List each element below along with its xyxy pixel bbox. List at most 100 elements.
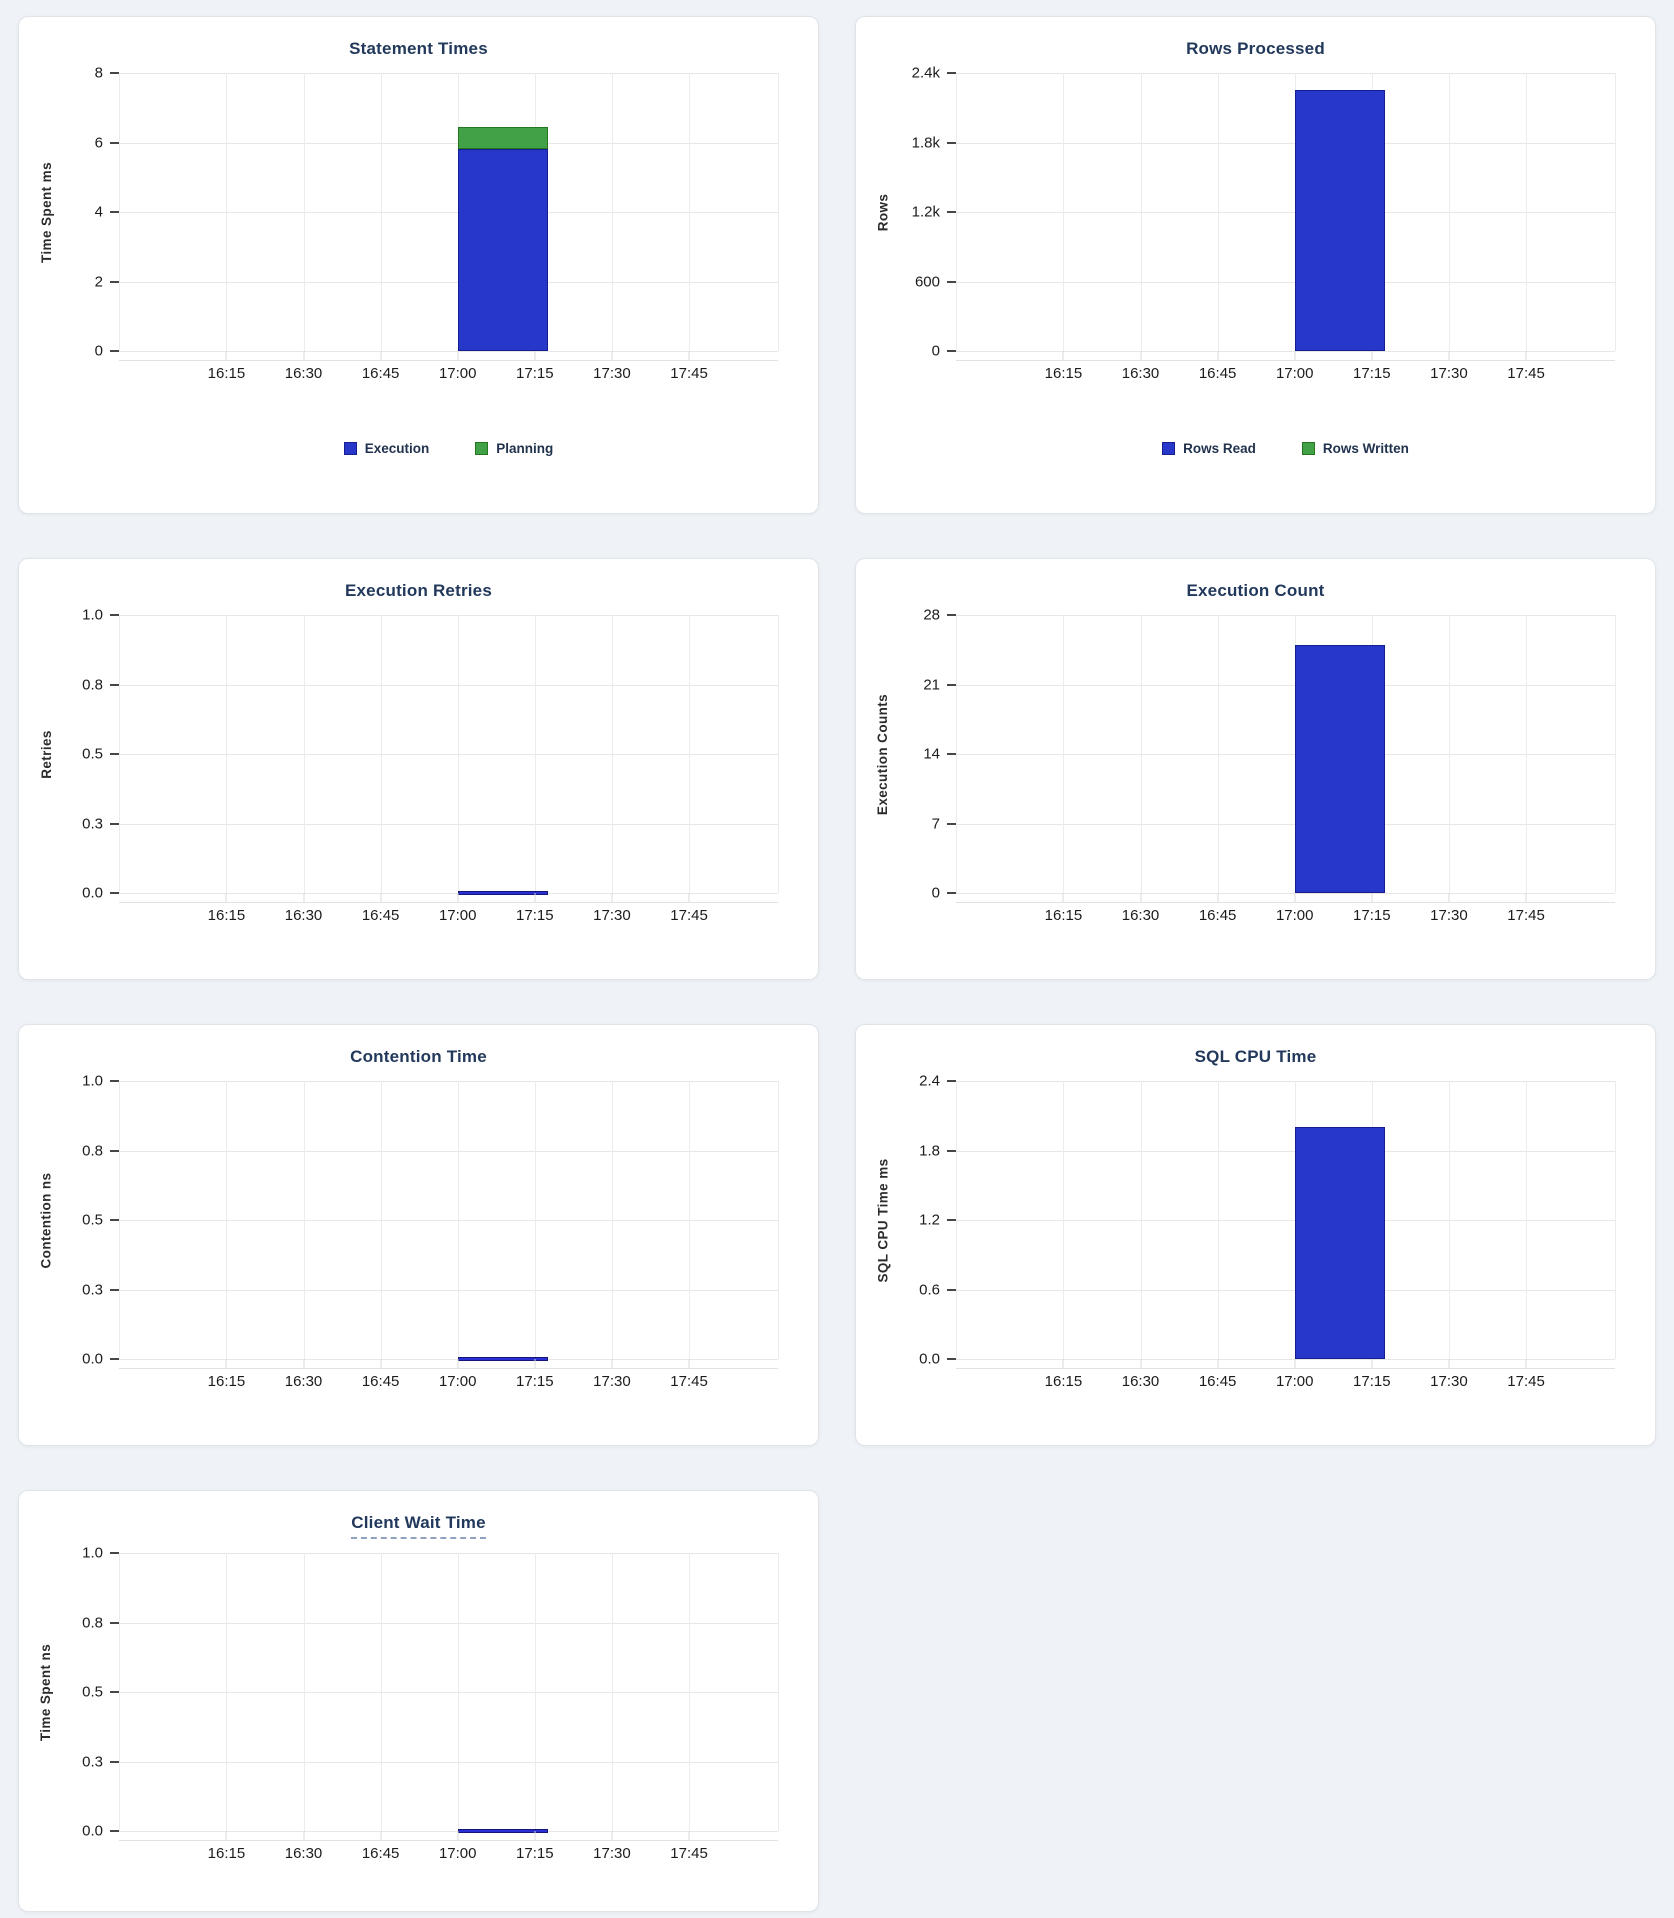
y-tick-mark [110,1552,119,1554]
x-tick-label: 16:30 [284,907,323,924]
x-tick-mark [457,1359,459,1368]
gridline-v [1526,73,1528,351]
plot-border-v [778,1081,779,1359]
plot-column: 16:15 16:30 16:45 17:00 17:15 17:30 17:45 [119,1553,779,1869]
gridline-h [956,1150,1615,1152]
bar-rows-read [1294,90,1385,351]
x-axis: 16:15 16:30 16:45 17:00 17:15 17:30 17:45 [956,893,1615,931]
x-tick-mark [1525,893,1527,902]
y-tick-label: 2.4 [919,1072,940,1090]
gridline-h [956,142,1615,144]
x-tick-label: 17:30 [593,1373,631,1390]
y-tick-label: 0 [94,342,103,360]
y-tick-label: 0.0 [82,1350,103,1368]
gridline-v [303,1553,305,1831]
x-tick-label: 16:45 [1198,365,1237,382]
legend-item-planning[interactable]: Planning [475,441,553,456]
legend-item-rows-written[interactable]: Rows Written [1301,441,1409,456]
gridline-h [956,1220,1615,1221]
x-tick-mark [1371,1359,1373,1368]
chart-title-wrap: Execution Retries [31,581,806,601]
plot-border-v [119,615,120,893]
chart-card-contention-time: Contention Time Contention ns 1.0 0.8 0.5 0.3… [18,1024,819,1446]
y-tick-label: 0.5 [82,1683,103,1701]
legend-label: Planning [496,441,554,456]
bar-planning [457,126,548,150]
y-tick-label: 0.0 [82,884,103,902]
y-tick-label: 21 [923,676,940,693]
x-tick-mark [688,1359,690,1368]
x-tick-mark [1294,351,1296,360]
x-tick-mark [1294,1359,1296,1368]
plot-border-v [119,1553,120,1831]
gridline-v [689,1081,691,1359]
gridline-v [226,73,228,351]
gridline-h [119,754,778,755]
gridline-v [1140,73,1142,351]
x-tick-mark [380,1831,382,1840]
y-axis-label: SQL CPU Time ms [868,1081,898,1359]
x-tick-label: 17:30 [593,1845,631,1862]
x-tick-mark [1062,351,1064,360]
gridline-h [956,281,1615,283]
gridline-h [119,1220,778,1221]
chart-body: SQL CPU Time ms 2.4 1.8 1.2 0.6 0.0 16:15 16:30… [868,1073,1643,1397]
legend-label: Rows Written [1322,441,1409,456]
plot-border-v [1615,615,1616,893]
y-tick-mark [947,892,956,894]
x-tick-label: 16:30 [1121,907,1160,924]
gridline-h [119,1359,778,1360]
x-tick-label: 16:45 [1198,907,1237,924]
chart-body: Time Spent ms 8 6 4 2 0 16:15 16:30 16:45 17:00 17… [31,65,806,456]
chart-card-sql-cpu-time: SQL CPU Time SQL CPU Time ms 2.4 1.8 1.2 0.6 0… [855,1024,1656,1446]
y-tick-mark [110,1621,119,1624]
plot-area [119,1081,779,1361]
x-axis-line [119,360,778,361]
gridline-v [1448,1081,1450,1359]
gridline-h [956,615,1615,616]
gridline-v [226,615,228,893]
y-tick-mark [947,141,956,144]
y-tick-label: 8 [94,64,103,82]
y-axis: 1.0 0.8 0.5 0.3 0.0 [61,1545,119,1840]
x-tick-label: 17:45 [670,907,708,924]
gridline-v [1063,73,1065,351]
x-tick-mark [688,1831,690,1840]
x-tick-label: 17:30 [1430,907,1468,924]
legend-swatch [475,442,489,455]
legend-item-execution[interactable]: Execution [343,441,429,456]
plot-column: 16:15 16:30 16:45 17:00 17:15 17:30 17:45 Rows … [956,73,1616,456]
x-axis: 16:15 16:30 16:45 17:00 17:15 17:30 17:45 [119,1359,778,1397]
chart-title-client-wait-time[interactable]: Client Wait Time [351,1513,486,1539]
x-tick-label: 16:30 [284,1373,323,1390]
gridline-h [119,1831,778,1832]
gridline-v [303,73,305,351]
gridline-h [119,281,778,283]
x-tick-label: 16:15 [207,1845,246,1862]
x-tick-mark [534,1359,536,1368]
y-axis-label-text: Time Spent ns [38,1643,54,1741]
x-tick-mark [225,1359,227,1368]
x-axis: 16:15 16:30 16:45 17:00 17:15 17:30 17:45 [119,893,778,931]
legend-item-rows-read[interactable]: Rows Read [1162,441,1256,456]
y-tick-mark [947,280,956,283]
chart-card-client-wait-time: Client Wait Time Time Spent ns 1.0 0.8 0.5 0.… [18,1490,819,1912]
gridline-h [119,73,778,74]
y-axis-label: Execution Counts [868,615,898,893]
plot-area [956,73,1616,352]
gridline-v [689,615,691,893]
x-tick-label: 17:00 [1275,907,1314,924]
chart-title-wrap: Rows Processed [868,39,1643,59]
y-tick-label: 0.8 [82,1142,103,1159]
x-tick-mark [303,1359,305,1368]
x-tick-mark [1062,893,1064,902]
plot-column: 16:15 16:30 16:45 17:00 17:15 17:30 17:45 Execu… [119,73,779,456]
gridline-h [119,1289,778,1291]
y-tick-mark [947,350,956,352]
x-tick-mark [1217,351,1219,360]
y-tick-label: 2.4k [911,64,940,82]
y-axis-label: Rows [868,73,898,351]
x-tick-mark [303,351,305,360]
x-tick-label: 16:15 [1044,1373,1083,1390]
x-tick-label: 17:15 [516,1845,554,1862]
